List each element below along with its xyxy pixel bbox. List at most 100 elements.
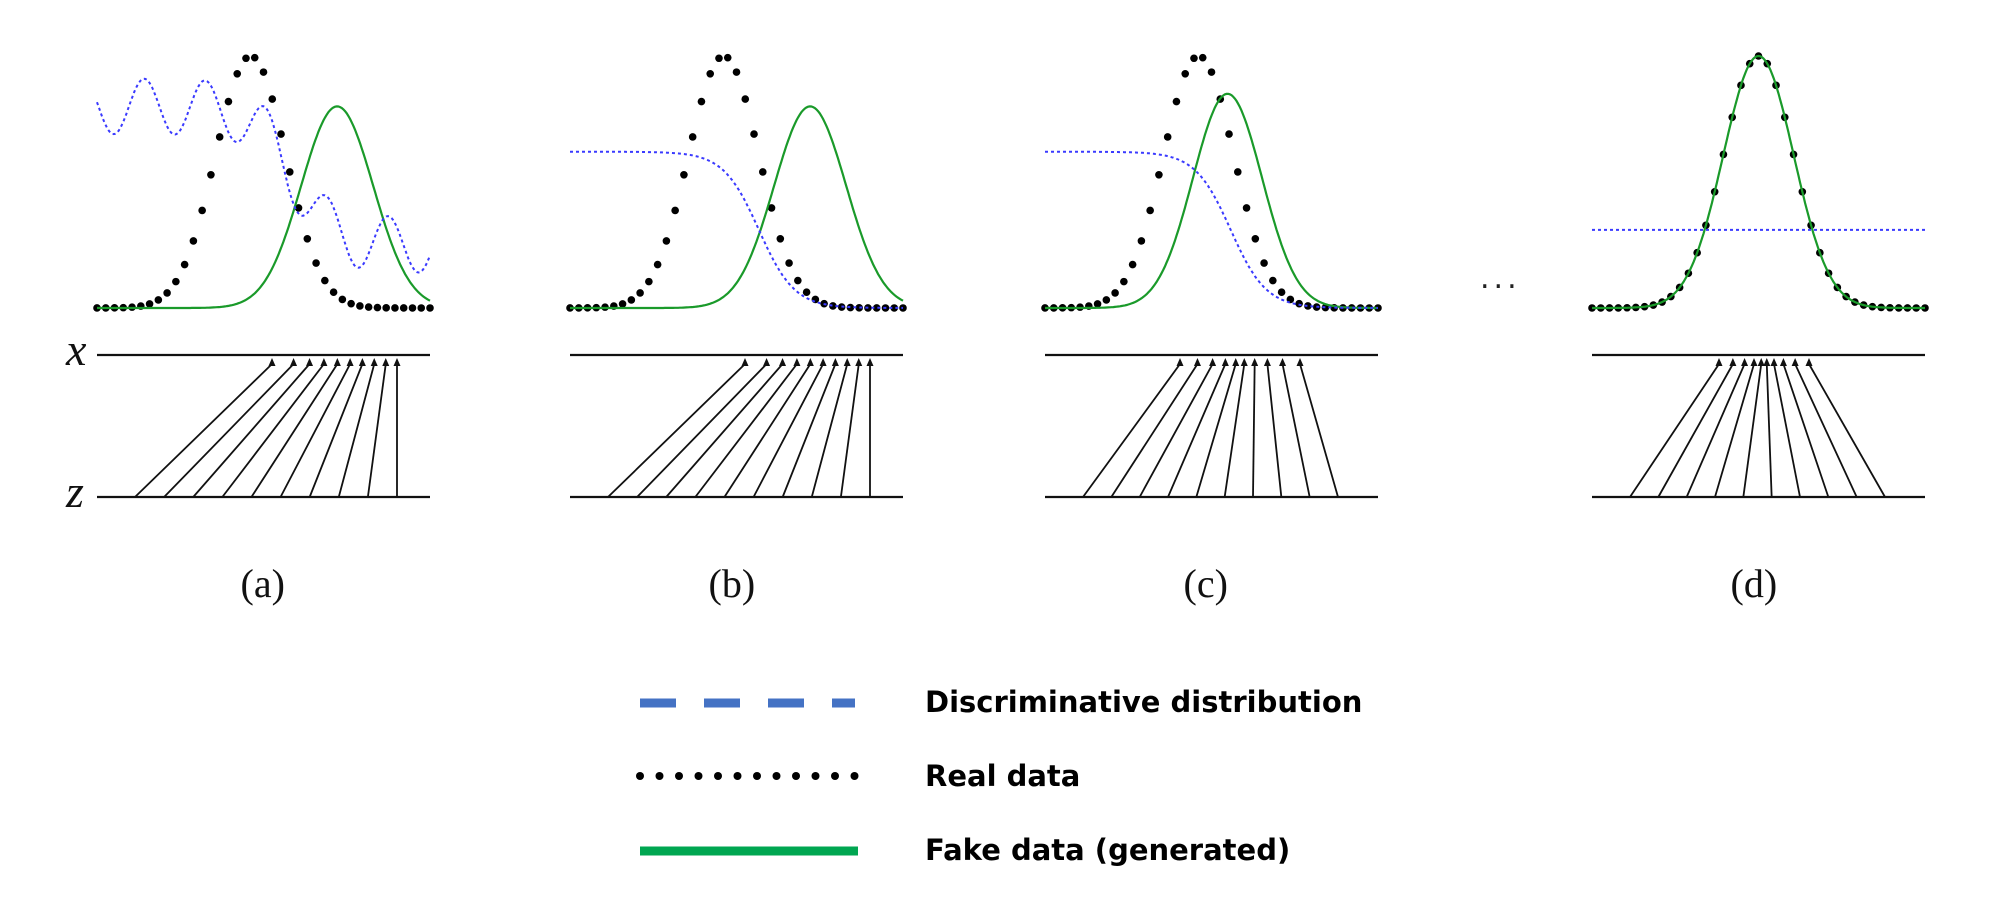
real-data-dot xyxy=(1198,53,1207,62)
fake-data-curve xyxy=(570,105,904,310)
real-data-dot xyxy=(163,289,171,297)
mapping-arrow xyxy=(1794,363,1858,498)
arrow-head xyxy=(1193,358,1201,366)
real-data-dot xyxy=(1233,168,1242,176)
real-data-dot xyxy=(741,95,750,103)
legend-real-dot xyxy=(694,772,703,780)
real-data-dot xyxy=(259,68,268,76)
mapping-arrow xyxy=(221,363,325,498)
arrow-head xyxy=(1791,358,1799,366)
real-data-curve xyxy=(93,53,434,312)
legend: Discriminative distribution Real data Fa… xyxy=(636,685,1362,867)
mapping-arrows xyxy=(1629,358,1886,498)
arrow-head xyxy=(320,358,328,366)
real-data-dot xyxy=(1146,206,1154,215)
real-data-dot xyxy=(680,170,688,179)
arrow-head xyxy=(763,358,771,366)
mapping-arrow xyxy=(665,363,784,498)
arrow-head xyxy=(268,358,276,366)
mapping-arrow xyxy=(308,363,364,498)
fake-data-curve xyxy=(1592,54,1925,310)
real-data-dot xyxy=(723,53,732,62)
arrow-head xyxy=(819,358,827,366)
panel-d: (d) xyxy=(1588,52,1929,606)
real-data-dot xyxy=(382,304,390,312)
real-data-dot xyxy=(688,133,697,141)
real-data-curve xyxy=(1588,52,1929,312)
arrow-head xyxy=(1757,358,1765,366)
mapping-arrow xyxy=(607,363,746,498)
real-data-dot xyxy=(1093,300,1102,308)
real-data-dot xyxy=(767,204,776,212)
legend-real-dot xyxy=(792,772,800,780)
discriminator-curve xyxy=(96,77,431,274)
real-data-dot xyxy=(207,170,215,179)
arrow-head xyxy=(1263,358,1271,366)
real-data-dot xyxy=(154,296,163,304)
arrow-head xyxy=(333,358,341,366)
arrow-head xyxy=(866,358,874,366)
real-data-dot xyxy=(1137,237,1146,245)
real-data-dot xyxy=(312,259,320,267)
real-data-dot xyxy=(794,276,802,285)
mapping-arrow xyxy=(1167,363,1227,498)
real-data-dot xyxy=(855,304,863,312)
real-data-dot xyxy=(785,259,793,267)
legend-discriminative-label: Discriminative distribution xyxy=(925,685,1362,719)
real-data-dot xyxy=(645,277,653,286)
mapping-arrow xyxy=(1195,363,1237,498)
real-data-dot xyxy=(172,277,180,286)
mapping-arrow xyxy=(1138,363,1214,498)
panel-label: (c) xyxy=(1184,561,1228,606)
arrow-head xyxy=(1240,358,1248,366)
real-data-dot xyxy=(776,234,785,243)
arrow-head xyxy=(1251,358,1259,366)
real-data-dot xyxy=(1128,260,1137,269)
mapping-arrow xyxy=(1223,363,1246,498)
real-data-dot xyxy=(233,70,242,78)
mapping-arrow xyxy=(279,363,351,498)
mapping-arrows xyxy=(607,358,874,498)
legend-real-swatch xyxy=(636,772,859,780)
fake-data-curve xyxy=(97,105,431,310)
arrow-head xyxy=(741,358,749,366)
real-data-dot xyxy=(391,304,399,312)
real-data-dot xyxy=(872,304,881,312)
arrow-head xyxy=(1779,358,1787,366)
arrow-head xyxy=(1729,358,1737,366)
real-data-curve xyxy=(566,53,907,312)
real-data-dot xyxy=(1251,234,1260,243)
real-data-dot xyxy=(1269,276,1277,285)
arrow-head xyxy=(358,358,366,366)
arrow-head xyxy=(1279,358,1287,366)
panel-c: (c) xyxy=(1041,53,1382,606)
real-data-dot xyxy=(802,288,811,297)
real-data-dot xyxy=(1102,296,1111,304)
arrow-head xyxy=(1750,358,1758,366)
arrow-head xyxy=(1715,358,1723,366)
arrow-head xyxy=(1232,358,1240,366)
mapping-arrows xyxy=(1082,358,1339,498)
arrow-head xyxy=(1763,358,1771,366)
legend-fake-label: Fake data (generated) xyxy=(925,833,1290,867)
mapping-arrow xyxy=(723,363,812,498)
discriminator-curve xyxy=(1045,150,1378,309)
real-data-dot xyxy=(618,300,627,308)
legend-real-dot xyxy=(850,772,859,780)
legend-real-dot xyxy=(753,772,761,780)
real-data-dot xyxy=(198,206,206,215)
arrow-head xyxy=(290,358,298,366)
mapping-arrow xyxy=(1629,363,1720,498)
mapping-arrow xyxy=(1657,363,1734,498)
real-data-dot xyxy=(697,97,706,106)
real-data-dot xyxy=(417,304,426,312)
arrow-head xyxy=(843,358,851,366)
real-data-dot xyxy=(758,168,767,176)
real-data-dot xyxy=(338,295,347,304)
real-data-dot xyxy=(224,97,233,106)
arrow-head xyxy=(806,358,814,366)
arrow-head xyxy=(1805,358,1813,366)
arrow-head xyxy=(1176,358,1184,366)
real-data-dot xyxy=(671,206,679,215)
